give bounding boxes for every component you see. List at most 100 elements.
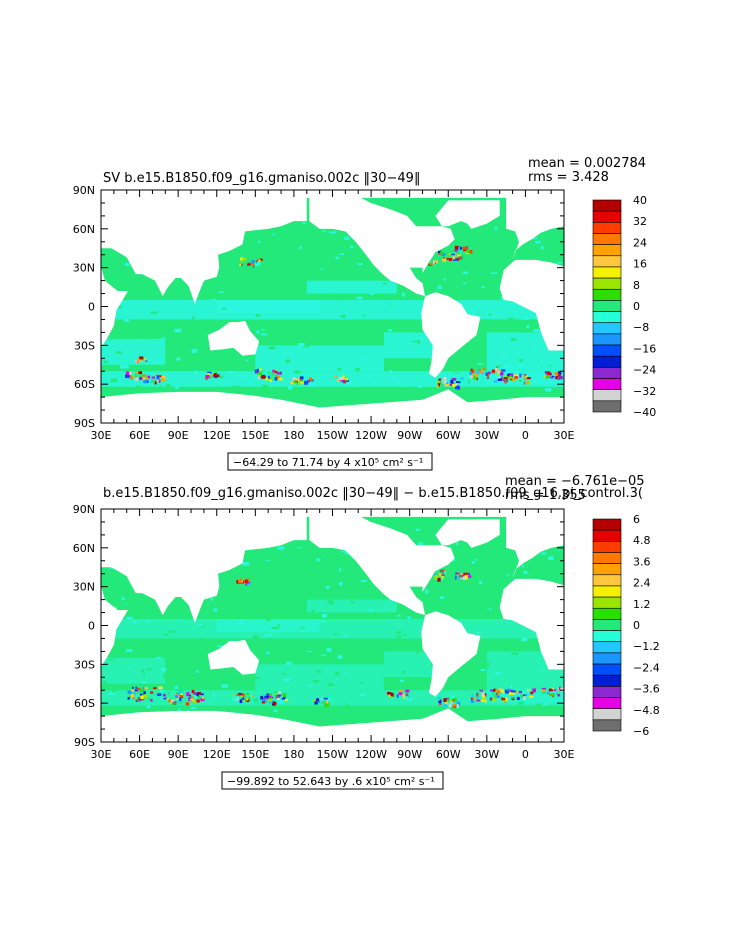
- eddy-cell: [136, 691, 140, 694]
- field-speckle: [556, 262, 563, 264]
- colorbar-swatch: [592, 529, 622, 542]
- eddy-cell: [440, 383, 445, 387]
- field-speckle: [116, 351, 122, 354]
- y-tick-label: 60N: [73, 223, 95, 236]
- eddy-cell: [551, 375, 555, 378]
- field-speckle: [502, 356, 506, 359]
- field-speckle: [510, 338, 516, 341]
- field-speckle: [213, 608, 218, 612]
- field-speckle: [108, 567, 115, 569]
- field-speckle: [533, 328, 540, 332]
- eddy-cell: [451, 378, 457, 381]
- field-speckle: [124, 604, 127, 606]
- field-speckle: [163, 674, 170, 679]
- field-speckle: [272, 233, 275, 236]
- field-speckle: [401, 292, 405, 297]
- eddy-cell: [441, 252, 446, 257]
- eddy-cell: [258, 368, 263, 371]
- field-speckle: [453, 372, 459, 374]
- field-speckle: [265, 634, 273, 637]
- eddy-cell: [458, 576, 460, 581]
- cyan-region: [101, 300, 564, 320]
- field-speckle: [329, 231, 337, 234]
- eddy-cell: [458, 574, 463, 578]
- eddy-cell: [196, 699, 200, 703]
- eddy-cell: [544, 371, 547, 375]
- field-speckle: [478, 343, 482, 345]
- field-speckle: [334, 671, 340, 675]
- field-speckle: [108, 337, 111, 340]
- field-speckle: [316, 274, 322, 278]
- field-speckle: [210, 597, 214, 601]
- eddy-cell: [133, 689, 139, 692]
- field-speckle: [303, 334, 309, 337]
- eddy-cell: [239, 578, 243, 582]
- eddy-cell: [546, 692, 550, 695]
- eddy-cell: [251, 699, 254, 704]
- field-speckle: [388, 328, 392, 332]
- eddy-cell: [549, 376, 553, 379]
- eddy-cell: [450, 379, 454, 384]
- field-speckle: [265, 560, 270, 562]
- eddy-cell: [339, 376, 344, 381]
- eddy-cell: [504, 689, 509, 694]
- field-speckle: [297, 547, 302, 549]
- eddy-cell: [196, 692, 202, 695]
- colorbar-swatch: [592, 641, 622, 654]
- eddy-cell: [143, 374, 147, 378]
- eddy-cell: [242, 260, 245, 265]
- field-speckle: [337, 321, 341, 324]
- field-speckle: [535, 703, 543, 707]
- field-speckle: [309, 381, 315, 386]
- eddy-cell: [453, 258, 458, 261]
- field-speckle: [506, 574, 510, 576]
- eddy-cell: [161, 377, 164, 381]
- eddy-cell: [154, 381, 157, 385]
- eddy-cell: [454, 700, 459, 703]
- eddy-cell: [398, 692, 402, 696]
- eddy-cell: [452, 255, 456, 260]
- colorbar-swatch: [592, 222, 622, 234]
- eddy-cell: [511, 694, 513, 699]
- eddy-cell: [480, 699, 485, 702]
- field-speckle: [297, 342, 305, 347]
- eddy-cell: [476, 699, 481, 702]
- eddy-cell: [292, 377, 296, 381]
- eddy-cell: [453, 697, 457, 702]
- eddy-cell: [522, 694, 527, 696]
- field-speckle: [273, 557, 280, 561]
- field-speckle: [336, 585, 340, 590]
- field-speckle: [382, 282, 387, 285]
- eddy-cell: [437, 383, 440, 387]
- field-speckle: [487, 608, 492, 610]
- eddy-cell: [441, 573, 445, 577]
- eddy-cell: [458, 246, 460, 251]
- eddy-cell: [543, 375, 546, 378]
- field-speckle: [261, 328, 265, 331]
- eddy-cell: [447, 702, 452, 705]
- eddy-cell: [454, 575, 457, 580]
- field-speckle: [311, 609, 315, 613]
- eddy-cell: [550, 693, 555, 697]
- land-greenland: [448, 519, 500, 548]
- colorbar-swatch: [592, 378, 622, 390]
- eddy-cell: [298, 378, 302, 381]
- eddy-cell: [234, 698, 240, 701]
- panel-1-rms: rms = 3.428: [528, 170, 609, 185]
- eddy-cell: [138, 697, 142, 702]
- eddy-cell: [246, 698, 251, 701]
- field-speckle: [125, 365, 129, 369]
- field-speckle: [324, 621, 327, 623]
- eddy-cell: [131, 686, 134, 689]
- field-speckle: [102, 680, 107, 684]
- field-speckle: [158, 351, 162, 354]
- eddy-cell: [524, 375, 528, 378]
- field-speckle: [262, 384, 269, 388]
- field-speckle: [274, 362, 277, 364]
- eddy-cell: [399, 689, 403, 692]
- eddy-cell: [265, 699, 270, 703]
- eddy-cell: [464, 572, 468, 576]
- eddy-cell: [125, 374, 129, 378]
- eddy-cell: [272, 371, 277, 376]
- field-speckle: [147, 293, 151, 297]
